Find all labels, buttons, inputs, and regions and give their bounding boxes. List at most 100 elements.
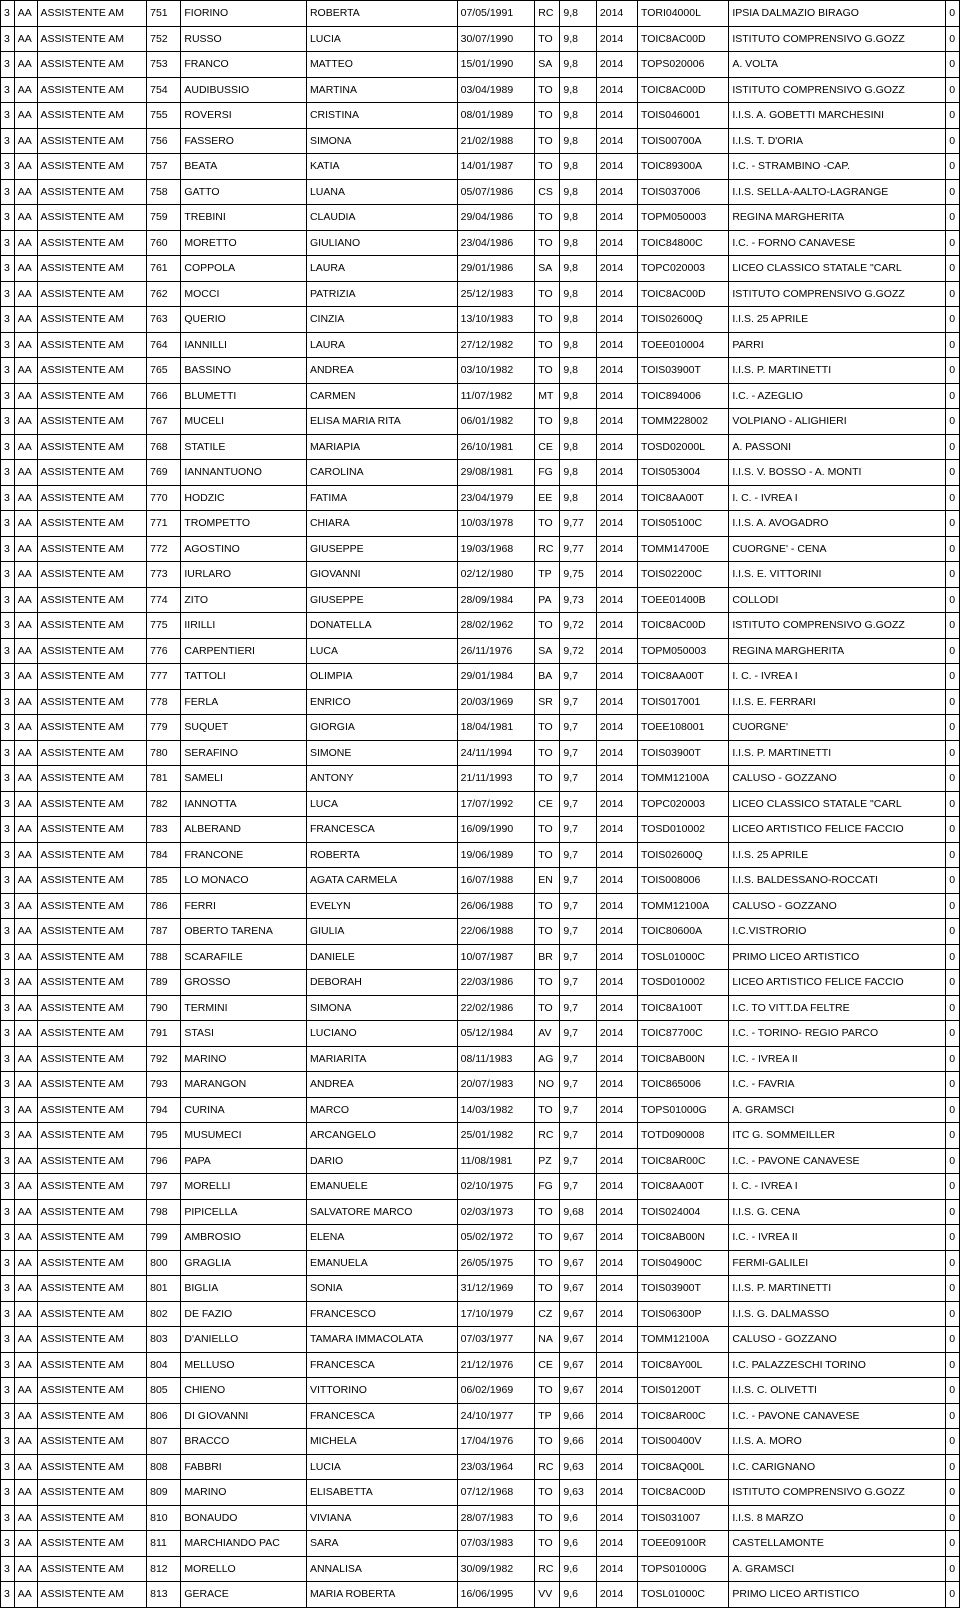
col-role: ASSISTENTE AM (37, 919, 147, 945)
col-year: 2014 (596, 1505, 637, 1531)
col-role: ASSISTENTE AM (37, 638, 147, 664)
col-lastname: IANNILLI (181, 332, 307, 358)
col-role: ASSISTENTE AM (37, 893, 147, 919)
col-firstname: MARIAPIA (306, 434, 457, 460)
col-prov: TO (535, 26, 560, 52)
col-z: 0 (946, 281, 960, 307)
col-a: 3 (1, 562, 15, 588)
col-z: 0 (946, 1429, 960, 1455)
col-school: I.I.S. P. MARTINETTI (729, 740, 946, 766)
col-num: 795 (147, 1123, 181, 1149)
col-school: I.C. - PAVONE CANAVESE (729, 1403, 946, 1429)
col-firstname: ELENA (306, 1225, 457, 1251)
col-score: 9,8 (560, 1, 597, 27)
col-z: 0 (946, 1148, 960, 1174)
col-score: 9,77 (560, 536, 597, 562)
col-prov: VV (535, 1582, 560, 1608)
col-b: AA (14, 562, 37, 588)
col-lastname: FRANCONE (181, 842, 307, 868)
col-dob: 03/04/1989 (457, 77, 535, 103)
col-role: ASSISTENTE AM (37, 1046, 147, 1072)
col-year: 2014 (596, 1556, 637, 1582)
col-school: I.I.S. P. MARTINETTI (729, 1276, 946, 1302)
col-a: 3 (1, 77, 15, 103)
col-z: 0 (946, 689, 960, 715)
col-a: 3 (1, 587, 15, 613)
col-b: AA (14, 817, 37, 843)
col-num: 781 (147, 766, 181, 792)
table-row: 3AAASSISTENTE AM776CARPENTIERILUCA26/11/… (1, 638, 960, 664)
col-dob: 07/03/1977 (457, 1327, 535, 1353)
col-firstname: FRANCESCA (306, 1403, 457, 1429)
col-role: ASSISTENTE AM (37, 1225, 147, 1251)
col-z: 0 (946, 1531, 960, 1557)
col-code: TOIC894006 (637, 383, 728, 409)
col-z: 0 (946, 1021, 960, 1047)
col-prov: TO (535, 307, 560, 333)
col-firstname: EMANUELE (306, 1174, 457, 1200)
col-a: 3 (1, 893, 15, 919)
col-code: TOMM12100A (637, 893, 728, 919)
col-lastname: BIGLIA (181, 1276, 307, 1302)
col-firstname: ARCANGELO (306, 1123, 457, 1149)
col-num: 764 (147, 332, 181, 358)
col-a: 3 (1, 179, 15, 205)
col-code: TOTD090008 (637, 1123, 728, 1149)
col-num: 808 (147, 1454, 181, 1480)
col-prov: TO (535, 715, 560, 741)
col-b: AA (14, 179, 37, 205)
col-lastname: BEATA (181, 154, 307, 180)
col-score: 9,8 (560, 52, 597, 78)
col-dob: 11/08/1981 (457, 1148, 535, 1174)
col-b: AA (14, 52, 37, 78)
col-score: 9,8 (560, 460, 597, 486)
col-year: 2014 (596, 868, 637, 894)
col-b: AA (14, 740, 37, 766)
table-row: 3AAASSISTENTE AM807BRACCOMICHELA17/04/19… (1, 1429, 960, 1455)
col-lastname: IANNOTTA (181, 791, 307, 817)
col-role: ASSISTENTE AM (37, 536, 147, 562)
col-firstname: MARIARITA (306, 1046, 457, 1072)
col-lastname: ZITO (181, 587, 307, 613)
col-code: TOIS024004 (637, 1199, 728, 1225)
col-school: I.I.S. E. VITTORINI (729, 562, 946, 588)
col-b: AA (14, 1225, 37, 1251)
col-a: 3 (1, 1327, 15, 1353)
col-year: 2014 (596, 791, 637, 817)
col-firstname: LAURA (306, 256, 457, 282)
col-lastname: BONAUDO (181, 1505, 307, 1531)
col-prov: TO (535, 1505, 560, 1531)
col-a: 3 (1, 1021, 15, 1047)
col-year: 2014 (596, 1301, 637, 1327)
col-year: 2014 (596, 103, 637, 129)
col-prov: TO (535, 1480, 560, 1506)
col-role: ASSISTENTE AM (37, 970, 147, 996)
col-score: 9,67 (560, 1250, 597, 1276)
col-school: I.C. - IVREA II (729, 1046, 946, 1072)
col-code: TOIC8AR00C (637, 1403, 728, 1429)
col-year: 2014 (596, 1480, 637, 1506)
col-firstname: DANIELE (306, 944, 457, 970)
col-a: 3 (1, 970, 15, 996)
col-role: ASSISTENTE AM (37, 383, 147, 409)
col-code: TOPC020003 (637, 256, 728, 282)
col-z: 0 (946, 485, 960, 511)
col-score: 9,8 (560, 485, 597, 511)
col-b: AA (14, 460, 37, 486)
col-role: ASSISTENTE AM (37, 1429, 147, 1455)
col-role: ASSISTENTE AM (37, 1021, 147, 1047)
col-code: TOEE010004 (637, 332, 728, 358)
col-dob: 05/12/1984 (457, 1021, 535, 1047)
col-year: 2014 (596, 1531, 637, 1557)
col-year: 2014 (596, 740, 637, 766)
col-prov: RC (535, 536, 560, 562)
col-z: 0 (946, 205, 960, 231)
table-row: 3AAASSISTENTE AM801BIGLIASONIA31/12/1969… (1, 1276, 960, 1302)
col-num: 755 (147, 103, 181, 129)
col-num: 770 (147, 485, 181, 511)
col-school: I.I.S. SELLA-AALTO-LAGRANGE (729, 179, 946, 205)
col-role: ASSISTENTE AM (37, 613, 147, 639)
col-code: TOMM12100A (637, 766, 728, 792)
col-dob: 23/04/1986 (457, 230, 535, 256)
col-num: 759 (147, 205, 181, 231)
